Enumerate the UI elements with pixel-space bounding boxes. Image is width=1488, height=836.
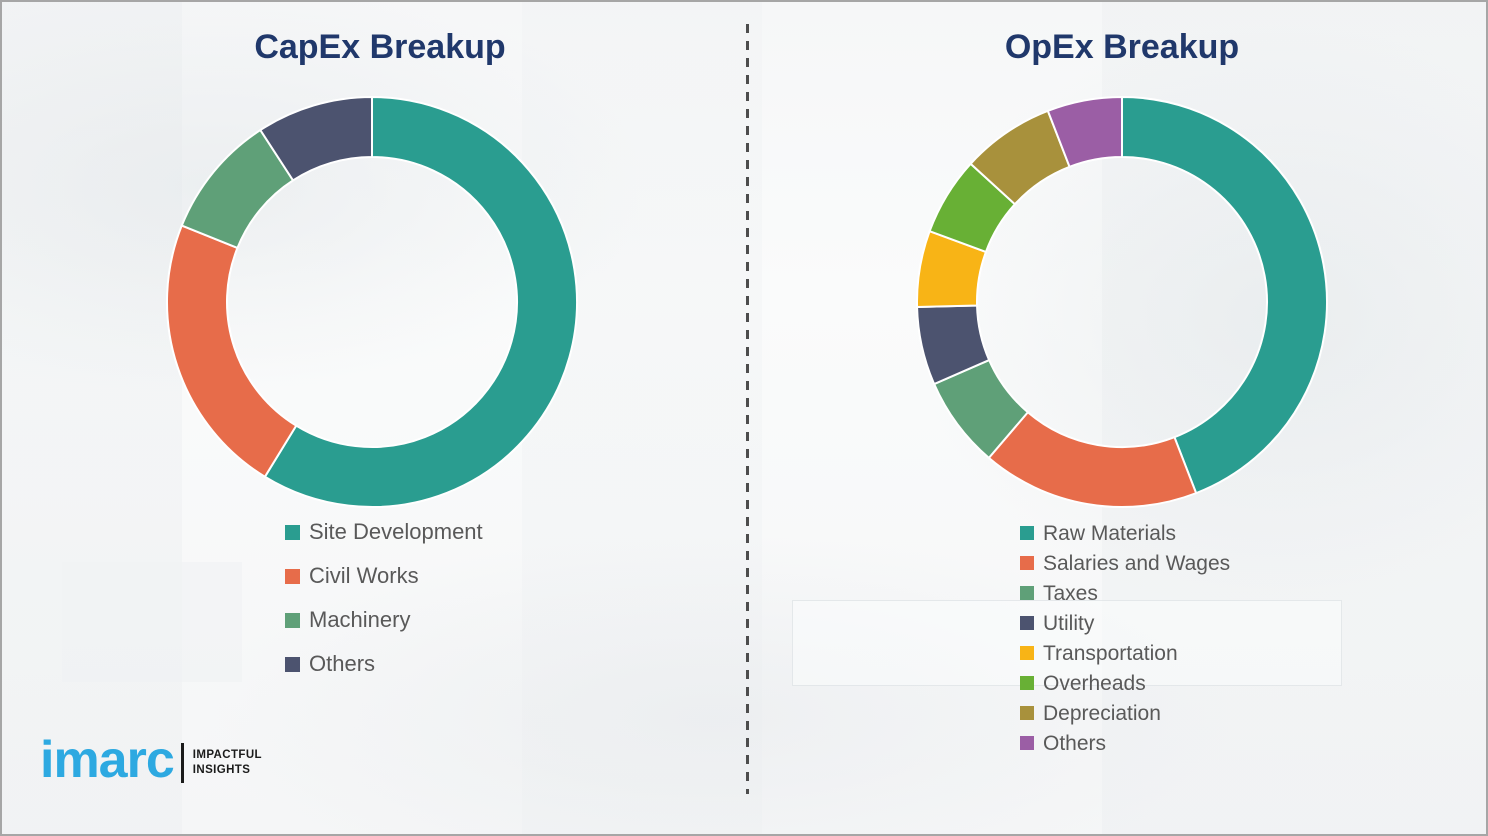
capex-chart-title: CapEx Breakup bbox=[254, 28, 506, 66]
imarc-logo-divider-bar bbox=[180, 743, 184, 783]
legend-swatch-utility bbox=[1020, 616, 1034, 630]
donut-segment-others bbox=[258, 95, 373, 182]
legend-item-salaries-and-wages: Salaries and Wages bbox=[1020, 548, 1230, 578]
legend-item-taxes: Taxes bbox=[1020, 578, 1230, 608]
legend-label-salaries-and-wages: Salaries and Wages bbox=[1043, 551, 1231, 575]
legend-item-others: Others bbox=[285, 642, 483, 686]
legend-swatch-others bbox=[285, 656, 300, 672]
donut-segment-raw-materials bbox=[1121, 95, 1328, 495]
legend-item-overheads: Overheads bbox=[1020, 668, 1230, 698]
capex-donut-chart bbox=[166, 95, 578, 508]
legend-swatch-overheads bbox=[1020, 676, 1034, 690]
donut-segment-salaries-and-wages bbox=[987, 410, 1198, 508]
legend-item-civil-works: Civil Works bbox=[285, 554, 483, 598]
opex-legend: Raw Materials Salaries and Wages Taxes Util… bbox=[1020, 518, 1230, 758]
donut-segment-others bbox=[1046, 95, 1123, 169]
imarc-logo-tagline-line2: INSIGHTS bbox=[192, 764, 251, 776]
legend-swatch-taxes bbox=[1020, 586, 1034, 600]
imarc-logo-tagline-line1: IMPACTFUL bbox=[192, 749, 262, 762]
legend-label-machinery: Machinery bbox=[309, 607, 411, 632]
legend-swatch-salaries-and-wages bbox=[1020, 556, 1034, 570]
legend-label-others: Others bbox=[309, 651, 376, 676]
legend-label-utility: Utility bbox=[1043, 611, 1095, 635]
opex-donut-chart bbox=[916, 95, 1328, 508]
legend-swatch-transportation bbox=[1020, 646, 1034, 660]
legend-item-machinery: Machinery bbox=[285, 598, 483, 642]
legend-label-depreciation: Depreciation bbox=[1043, 701, 1161, 725]
legend-item-utility: Utility bbox=[1020, 608, 1230, 638]
legend-label-taxes: Taxes bbox=[1043, 581, 1098, 605]
legend-label-site-development: Site Development bbox=[309, 519, 483, 544]
legend-label-overheads: Overheads bbox=[1043, 671, 1146, 695]
legend-label-raw-materials: Raw Materials bbox=[1043, 521, 1177, 545]
donut-segment-civil-works bbox=[166, 224, 298, 479]
legend-label-civil-works: Civil Works bbox=[309, 563, 419, 588]
capex-legend: Site Development Civil Works Machinery Othe… bbox=[285, 510, 483, 686]
legend-swatch-others bbox=[1020, 736, 1034, 750]
legend-item-raw-materials: Raw Materials bbox=[1020, 518, 1230, 548]
opex-chart-title: OpEx Breakup bbox=[1004, 28, 1240, 66]
legend-swatch-machinery bbox=[285, 612, 300, 628]
legend-item-transportation: Transportation bbox=[1020, 638, 1230, 668]
background-photo-detail bbox=[792, 600, 1342, 686]
legend-swatch-raw-materials bbox=[1020, 526, 1034, 540]
imarc-logo: imarc IMPACTFUL INSIGHTS bbox=[40, 734, 262, 786]
legend-item-depreciation: Depreciation bbox=[1020, 698, 1230, 728]
legend-swatch-site-development bbox=[285, 524, 300, 540]
imarc-logo-wordmark: imarc bbox=[40, 731, 175, 789]
legend-item-site-development: Site Development bbox=[285, 510, 483, 554]
center-divider-dashed-line bbox=[746, 24, 749, 794]
donut-segment-site-development bbox=[263, 95, 578, 508]
legend-swatch-civil-works bbox=[285, 568, 300, 584]
legend-label-transportation: Transportation bbox=[1043, 641, 1178, 665]
legend-item-others: Others bbox=[1020, 728, 1230, 758]
legend-label-others: Others bbox=[1043, 731, 1107, 755]
imarc-logo-tagline: IMPACTFUL INSIGHTS bbox=[193, 748, 262, 778]
background-photo-detail bbox=[62, 562, 242, 682]
legend-swatch-depreciation bbox=[1020, 706, 1034, 720]
